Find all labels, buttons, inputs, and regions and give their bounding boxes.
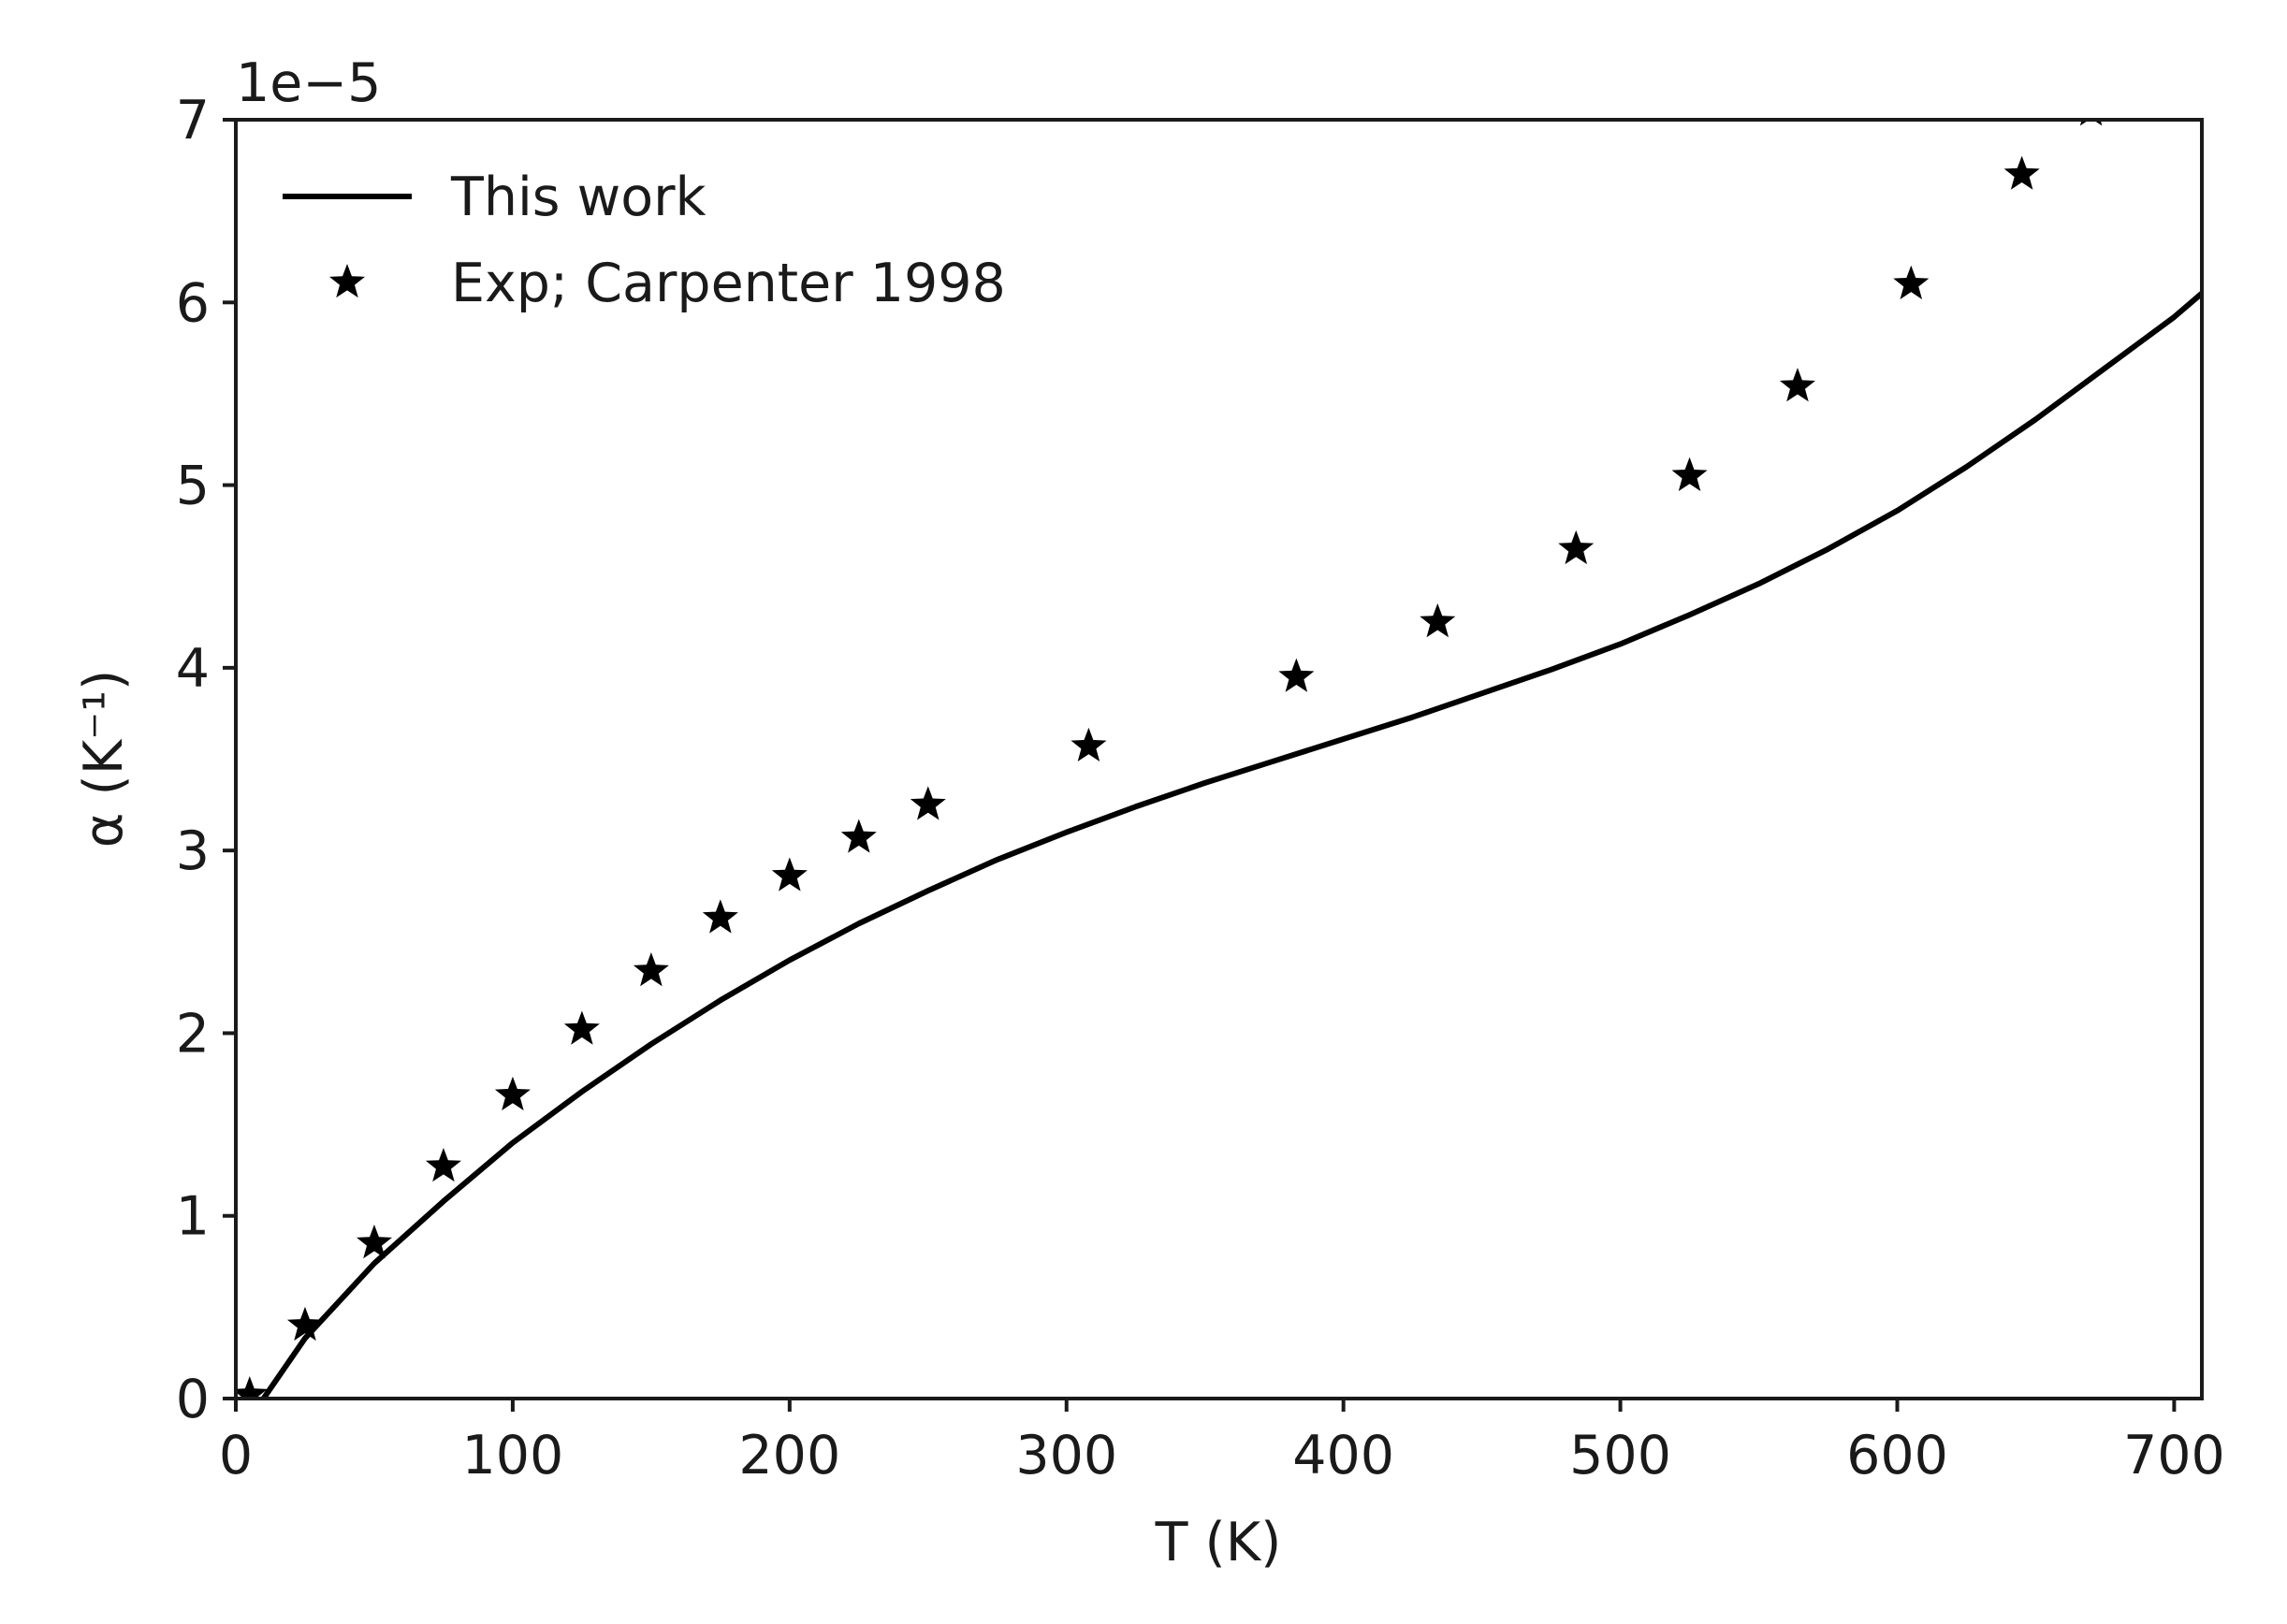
y-tick-label: 5	[176, 456, 210, 517]
data-point-star	[494, 1076, 531, 1111]
data-point-star	[286, 1306, 323, 1341]
x-tick-label: 700	[2123, 1425, 2225, 1486]
y-tick-label: 4	[176, 638, 210, 700]
y-tick-label: 1	[176, 1186, 210, 1248]
data-point-star	[1278, 658, 1315, 692]
legend-label-exp-carpenter: Exp; Carpenter 1998	[451, 253, 1006, 314]
y-tick-label: 0	[176, 1369, 210, 1430]
data-point-star	[1420, 603, 1456, 638]
y-tick-label: 7	[176, 90, 210, 152]
plot-frame	[234, 118, 2204, 1400]
series-line-this-work	[261, 291, 2202, 1399]
plot-area	[236, 120, 2202, 1399]
data-point-star	[356, 1225, 392, 1259]
x-tick-label: 200	[738, 1425, 840, 1486]
x-tick-label: 400	[1292, 1425, 1394, 1486]
y-tick-label: 3	[176, 820, 210, 882]
data-point-star	[1671, 457, 1708, 491]
data-point-star	[702, 899, 738, 934]
x-axis-ticks: 0 100 200 300 400 500 600 700	[219, 1399, 2225, 1486]
x-tick-label: 500	[1569, 1425, 1671, 1486]
data-point-star	[2003, 155, 2040, 190]
data-point-star	[771, 857, 808, 892]
y-tick-label: 2	[176, 1003, 210, 1065]
legend-star-swatch	[328, 264, 366, 298]
data-point-star	[1893, 265, 1930, 299]
data-point-star	[236, 1376, 268, 1399]
data-point-star	[1558, 529, 1595, 565]
data-point-star	[1071, 727, 1107, 762]
data-point-star	[633, 952, 669, 987]
y-axis-ticks: 0 1 2 3 4 5 6 7	[176, 90, 236, 1430]
data-point-star	[425, 1147, 461, 1182]
data-point-star	[563, 1010, 600, 1045]
legend-label-this-work: This work	[450, 167, 706, 228]
data-point-star	[840, 819, 877, 853]
data-point-star	[1779, 368, 1815, 402]
y-axis-label: α (K⁻¹)	[73, 670, 135, 848]
x-tick-label: 0	[219, 1425, 253, 1486]
x-axis-label: T (K)	[1155, 1512, 1282, 1573]
legend: This work Exp; Carpenter 1998	[283, 167, 1006, 314]
data-point-star	[910, 786, 946, 820]
x-tick-label: 100	[462, 1425, 564, 1486]
x-tick-label: 600	[1846, 1425, 1948, 1486]
y-offset-label: 1e−5	[236, 52, 381, 114]
y-tick-label: 6	[176, 272, 210, 334]
x-tick-label: 300	[1015, 1425, 1117, 1486]
